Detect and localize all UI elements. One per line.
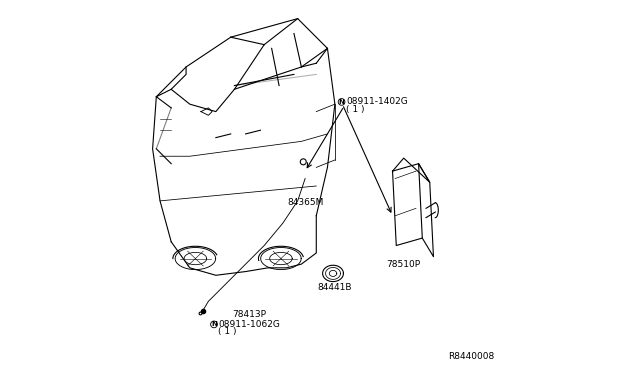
Text: ( 1 ): ( 1 ) bbox=[218, 327, 237, 336]
Text: ( 1 ): ( 1 ) bbox=[346, 105, 365, 114]
Text: 08911-1062G: 08911-1062G bbox=[218, 320, 280, 329]
Text: 84365M: 84365M bbox=[287, 198, 323, 207]
Text: N: N bbox=[339, 99, 344, 105]
Text: N: N bbox=[211, 321, 217, 327]
Text: 78510P: 78510P bbox=[387, 260, 420, 269]
Text: R8440008: R8440008 bbox=[449, 352, 495, 361]
Text: 78413P: 78413P bbox=[232, 310, 267, 319]
Text: 08911-1402G: 08911-1402G bbox=[346, 97, 408, 106]
Text: 84441B: 84441B bbox=[317, 283, 352, 292]
